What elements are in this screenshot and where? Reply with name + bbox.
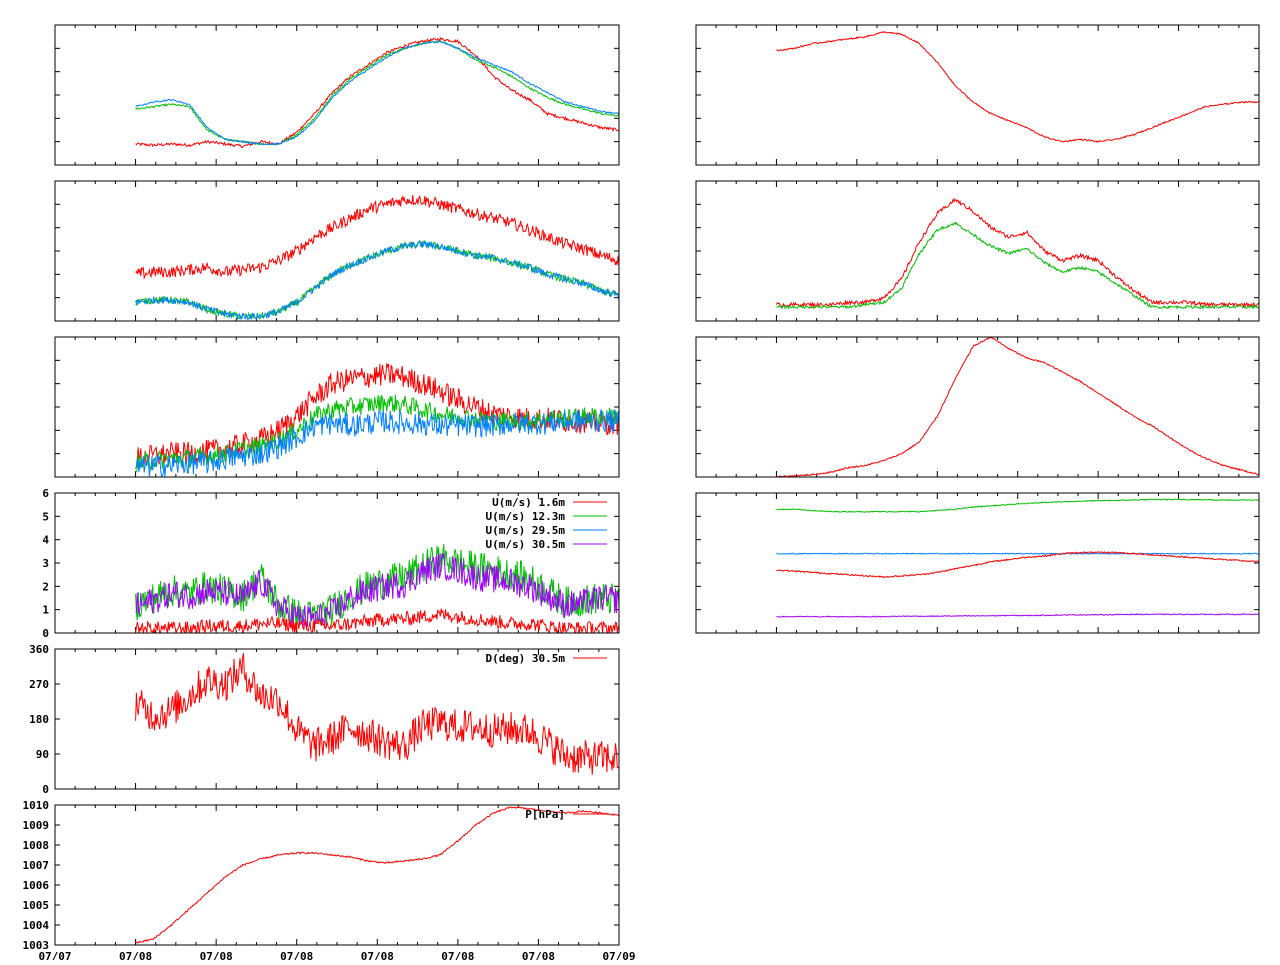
panel-p5: 0 90 180 270 360 D(deg) 30.5m xyxy=(29,643,620,796)
panel-p4: 0 1 2 3 4 5 6 U(m/s) 1.6mU(m/s) 12.3mU(m/s) 29.… xyxy=(42,487,620,640)
y-tick-label: 1004 xyxy=(23,919,50,932)
legend-label: P[hPa] xyxy=(525,808,565,821)
series-line-p4-1 xyxy=(135,553,619,629)
y-tick-label: 0 xyxy=(42,627,49,640)
y-tick-label: 6 xyxy=(42,487,49,500)
series-line-p10-0 xyxy=(776,498,1259,513)
y-tick-label: 1008 xyxy=(23,839,50,852)
panel-p8 xyxy=(695,180,1260,322)
panel-p7 xyxy=(695,24,1260,166)
series-line-p3-0 xyxy=(135,363,619,468)
y-tick-label: 1006 xyxy=(23,879,50,892)
x-tick-label-date: 07/08 xyxy=(361,950,394,960)
panel-frame xyxy=(695,180,1260,322)
y-tick-label: 180 xyxy=(29,713,49,726)
x-tick-label-date: 07/09 xyxy=(602,950,635,960)
series-line-p3-1 xyxy=(135,394,619,473)
panel-frame xyxy=(695,24,1260,166)
x-tick-label-date: 07/08 xyxy=(441,950,474,960)
legend-label: U(m/s) 12.3m xyxy=(486,510,566,523)
y-tick-label: 2 xyxy=(42,580,49,593)
y-tick-label: 1 xyxy=(42,604,49,617)
panel-frame xyxy=(54,492,620,634)
series-line-p7-0 xyxy=(776,30,1259,143)
y-tick-label: 0 xyxy=(42,783,49,796)
x-tick-label-date: 07/08 xyxy=(280,950,313,960)
panel-p2 xyxy=(54,180,620,322)
y-tick-label: 90 xyxy=(36,748,49,761)
series-line-p8-1 xyxy=(776,221,1259,311)
series-line-p8-0 xyxy=(775,197,1259,309)
legend-label: U(m/s) 30.5m xyxy=(486,538,566,551)
series-line-p2-0 xyxy=(135,194,619,280)
series-line-p2-2 xyxy=(135,239,619,321)
legend-label: D(deg) 30.5m xyxy=(486,652,566,665)
panel-p9 xyxy=(695,336,1260,478)
panel-frame xyxy=(54,24,620,166)
series-line-p10-1 xyxy=(776,552,1259,555)
y-tick-label: 5 xyxy=(42,510,49,523)
panel-p3 xyxy=(54,336,620,478)
y-tick-label: 1009 xyxy=(23,819,50,832)
series-line-p1-1 xyxy=(135,39,619,146)
y-tick-label: 270 xyxy=(29,678,49,691)
series-line-p5-0 xyxy=(135,653,619,775)
legend-label: U(m/s) 1.6m xyxy=(492,496,565,509)
panel-p1 xyxy=(54,24,620,166)
y-tick-label: 3 xyxy=(42,557,49,570)
panel-frame xyxy=(54,804,620,946)
panel-frame xyxy=(695,336,1260,478)
series-line-p4-0 xyxy=(135,544,619,630)
series-line-p3-2 xyxy=(135,409,619,477)
y-tick-label: 4 xyxy=(42,534,49,547)
series-line-p9-0 xyxy=(776,337,1259,477)
series-line-p4-2 xyxy=(135,608,619,633)
x-tick-label-date: 07/08 xyxy=(200,950,233,960)
series-line-p1-2 xyxy=(135,40,619,146)
y-tick-label: 360 xyxy=(29,643,49,656)
panel-p10 xyxy=(695,492,1260,634)
series-line-p1-0 xyxy=(135,37,619,149)
panel-frame xyxy=(54,180,620,322)
y-tick-label: 1003 xyxy=(23,939,50,952)
x-tick-label-date: 07/07 xyxy=(38,950,71,960)
series-line-p10-3 xyxy=(776,613,1259,618)
y-tick-label: 1007 xyxy=(23,859,50,872)
series-line-p10-2 xyxy=(776,551,1259,579)
panel-frame xyxy=(695,492,1260,634)
panel-p6: 1003 1004 1005 1006 1007 1008 1009 1010 P[hPa] xyxy=(23,799,620,952)
x-tick-label-date: 07/08 xyxy=(522,950,555,960)
panel-frame xyxy=(54,336,620,478)
x-tick-label-date: 07/08 xyxy=(119,950,152,960)
y-tick-label: 1010 xyxy=(23,799,50,812)
panel-frame xyxy=(54,648,620,790)
legend-label: U(m/s) 29.5m xyxy=(486,524,566,537)
series-line-p6-0 xyxy=(135,806,619,944)
y-tick-label: 1005 xyxy=(23,899,50,912)
